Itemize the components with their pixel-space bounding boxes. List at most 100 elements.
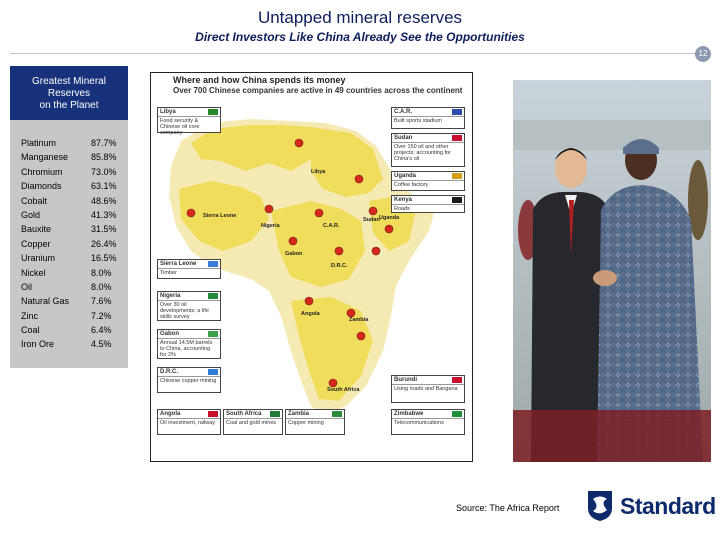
mineral-share: 6.4%	[91, 325, 112, 336]
mineral-list: Platinum 87.7% Manganese 85.8% Chromium 73.0%…	[21, 138, 125, 354]
map-label-libya: Libya	[311, 169, 326, 175]
mineral-name: Uranium	[21, 253, 56, 264]
map-label-gabon: Gabon	[285, 251, 303, 257]
callout-drc-body: Chinese copper mining	[160, 378, 217, 384]
mineral-share: 7.6%	[91, 296, 112, 307]
mineral-name: Nickel	[21, 267, 46, 278]
angola-flag-icon	[208, 411, 218, 417]
map-subheading: Over 700 Chinese companies are active in…	[173, 86, 463, 95]
map-label-drc: D.R.C.	[331, 263, 348, 269]
mineral-name: Iron Ore	[21, 339, 55, 350]
background-structure	[513, 120, 711, 150]
callout-zambia-title: Zambia	[286, 410, 344, 419]
photo-illustration	[513, 80, 711, 462]
marker-gabon	[288, 236, 298, 246]
region-south	[291, 297, 373, 401]
mineral-name: Chromium	[21, 166, 63, 177]
mineral-row: Nickel 8.0%	[21, 268, 125, 282]
callout-car-body: Built sports stadium	[394, 118, 442, 124]
region-sudan	[311, 127, 383, 197]
region-central	[271, 201, 365, 287]
mineral-name: Zinc	[21, 310, 39, 321]
marker-south-africa	[328, 378, 338, 388]
gabon-flag-icon	[208, 331, 218, 337]
mineral-name: Oil	[21, 281, 32, 292]
callout-sudan: Sudan Over 150 oil and other projects; a…	[391, 133, 465, 167]
callout-zimbabwe-body: Telecommunications	[394, 420, 444, 426]
standard-bank-shield-icon	[588, 491, 612, 521]
mineral-name: Platinum	[21, 138, 57, 148]
marker-sudan	[354, 174, 364, 184]
mineral-row: Cobalt 48.6%	[21, 196, 125, 210]
callout-sudan-title: Sudan	[392, 134, 464, 143]
callout-zimbabwe: Zimbabwe Telecommunications	[391, 409, 465, 435]
libya-flag-icon	[208, 109, 218, 115]
mineral-row: Oil 8.0%	[21, 282, 125, 296]
uganda-flag-icon	[452, 173, 462, 179]
mineral-reserves-heading: Greatest Mineral Reserves on the Planet	[10, 66, 128, 120]
marker-sierra-leone	[186, 208, 196, 218]
callout-angola-title: Angola	[158, 410, 220, 419]
mineral-share: 87.7%	[91, 138, 117, 148]
region-north	[191, 125, 311, 171]
marker-zimbabwe	[356, 331, 366, 341]
marker-angola	[304, 296, 314, 306]
mineral-share: 73.0%	[91, 166, 117, 177]
callout-nigeria-title: Nigeria	[158, 292, 220, 301]
callout-zambia: Zambia Copper mining	[285, 409, 345, 435]
map-label-sudan: Sudan	[363, 217, 380, 223]
zambia-flag-icon	[332, 411, 342, 417]
map-label-zambia: Zambia	[349, 317, 369, 323]
marker-burundi	[371, 246, 381, 256]
callout-kenya: Kenya Roads	[391, 195, 465, 213]
mineral-row: Chromium 73.0%	[21, 167, 125, 181]
mineral-share: 16.5%	[91, 253, 117, 264]
mineral-name: Cobalt	[21, 195, 48, 206]
callout-gabon-body: Annual 14.5M barrels to China, accountin…	[160, 340, 213, 358]
man-in-robe-body	[597, 185, 703, 462]
callout-burundi-body: Using roads and Bangana	[394, 386, 458, 392]
red-carpet	[513, 410, 711, 462]
mineral-share: 63.1%	[91, 181, 117, 192]
callout-kenya-body: Roads	[394, 206, 410, 212]
mineral-share: 48.6%	[91, 195, 117, 206]
mineral-share: 31.5%	[91, 224, 117, 235]
mineral-name: Diamonds	[21, 181, 62, 192]
callout-car: C.A.R. Built sports stadium	[391, 107, 465, 129]
mineral-share: 4.5%	[91, 339, 112, 350]
map-label-car: C.A.R.	[323, 223, 340, 229]
mineral-row: Uranium 16.5%	[21, 253, 125, 267]
region-west	[179, 181, 269, 251]
man-in-suit-hair	[555, 148, 587, 160]
callout-libya-body: Food security & Chinese oil core company	[160, 118, 200, 136]
mineral-share: 85.8%	[91, 152, 117, 163]
callout-drc: D.R.C. Chinese copper mining	[157, 367, 221, 393]
car-flag-icon	[452, 109, 462, 115]
mineral-row: Copper 26.4%	[21, 239, 125, 253]
heading-line-3: on the Planet	[39, 100, 99, 111]
heading-line-2: Reserves	[47, 88, 91, 99]
man-in-suit-head	[555, 148, 587, 188]
mineral-reserves-panel: Greatest Mineral Reserves on the Planet	[10, 66, 128, 368]
map-label-angola: Angola	[301, 311, 320, 317]
south-africa-flag-icon	[270, 411, 280, 417]
marker-zambia	[346, 308, 356, 318]
callout-angola-body: Oil investment, railway	[160, 420, 216, 426]
zimbabwe-flag-icon	[452, 411, 462, 417]
callout-libya: Libya Food security & Chinese oil core c…	[157, 107, 221, 136]
mineral-share: 7.2%	[91, 310, 112, 321]
callout-sierra-leone-title: Sierra Leone	[158, 260, 220, 269]
callout-sierra-leone-body: Timber	[160, 270, 177, 276]
marker-nigeria	[264, 204, 274, 214]
handshake	[593, 270, 617, 286]
header-divider	[10, 53, 710, 54]
callout-drc-title: D.R.C.	[158, 368, 220, 377]
leaders-handshake-photo	[513, 80, 711, 462]
kenya-flag-icon	[452, 197, 462, 203]
mineral-share: 8.0%	[91, 267, 112, 278]
callout-uganda-body: Coffee factory	[394, 182, 429, 188]
callout-angola: Angola Oil investment, railway	[157, 409, 221, 435]
page-number-badge: 12	[695, 46, 711, 62]
callout-uganda: Uganda Coffee factory	[391, 171, 465, 191]
mineral-row: Manganese 85.8%	[21, 152, 125, 166]
